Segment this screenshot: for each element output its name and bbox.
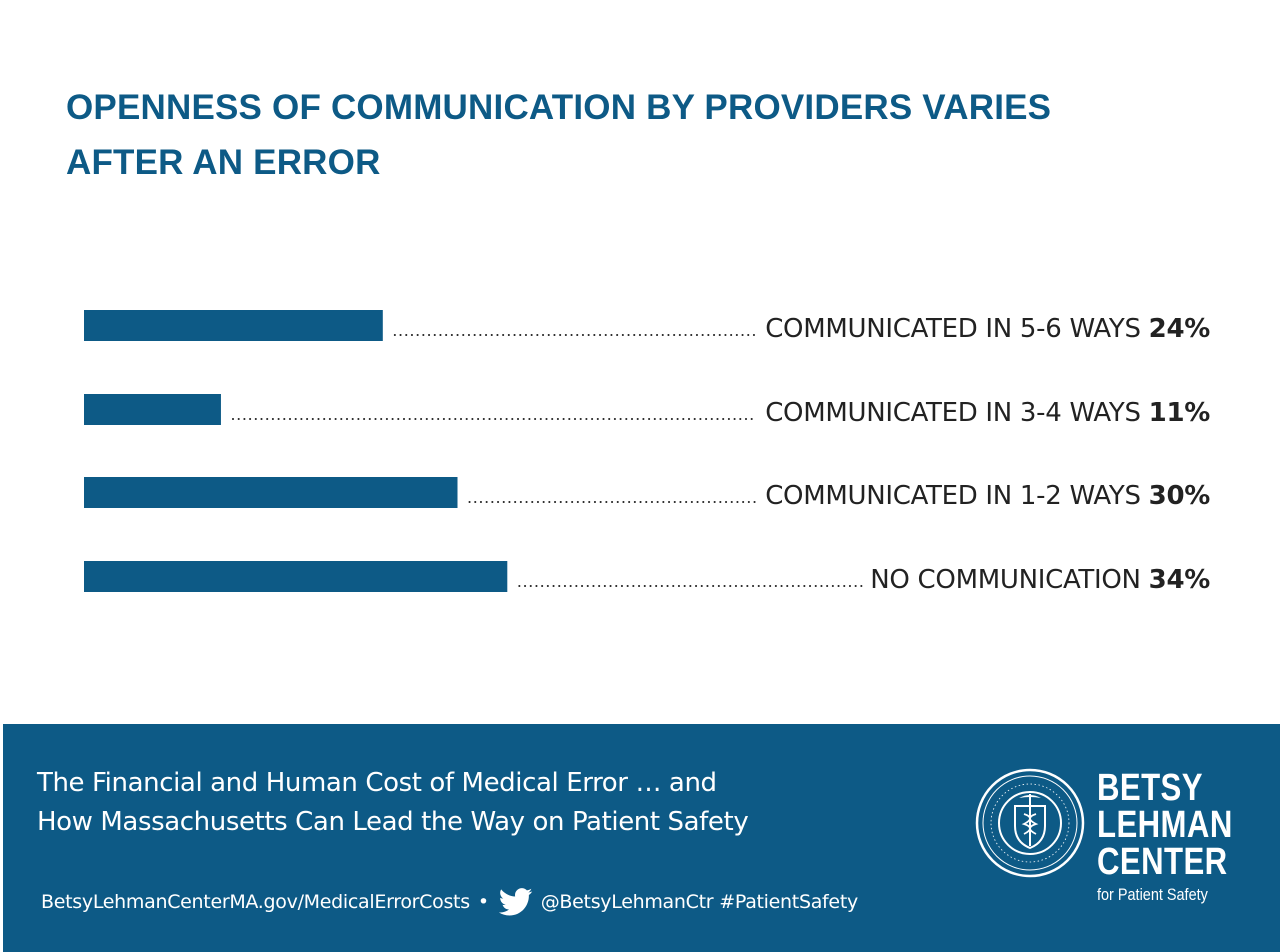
brand-line-3: CENTER — [1097, 844, 1233, 881]
brand-tagline: for Patient Safety — [1097, 885, 1238, 905]
value-label: 11% — [1149, 398, 1211, 428]
bar-chart: COMMUNICATED IN 5-6 WAYS 24%COMMUNICATED… — [0, 0, 1280, 720]
value-label: 30% — [1149, 481, 1211, 511]
report-title-line-1: The Financial and Human Cost of Medical … — [37, 764, 748, 803]
hashtag-link[interactable]: #PatientSafety — [719, 891, 858, 913]
report-title-line-2: How Massachusetts Can Lead the Way on Pa… — [37, 803, 748, 842]
bar-communicated-in-1-2-ways — [84, 477, 458, 508]
brand-line-1: BETSY — [1097, 770, 1233, 807]
value-label: 34% — [1149, 565, 1211, 595]
label-no-communication: NO COMMUNICATION 34% — [870, 565, 1210, 595]
bar-communicated-in-5-6-ways — [84, 310, 383, 341]
website-link[interactable]: BetsyLehmanCenterMA.gov/MedicalErrorCost… — [41, 891, 470, 913]
bar-no-communication — [84, 561, 507, 592]
category-label: COMMUNICATED IN 1-2 WAYS — [765, 481, 1148, 511]
brand-line-2: LEHMAN — [1097, 807, 1233, 844]
report-title: The Financial and Human Cost of Medical … — [37, 764, 748, 842]
category-label: NO COMMUNICATION — [870, 565, 1148, 595]
twitter-bird-icon — [499, 888, 533, 916]
value-label: 24% — [1149, 314, 1211, 344]
category-label: COMMUNICATED IN 5-6 WAYS — [765, 314, 1148, 344]
footer-links: BetsyLehmanCenterMA.gov/MedicalErrorCost… — [41, 884, 858, 920]
label-communicated-in-1-2-ways: COMMUNICATED IN 1-2 WAYS 30% — [765, 481, 1210, 511]
category-label: COMMUNICATED IN 3-4 WAYS — [765, 398, 1148, 428]
massachusetts-seal-icon — [975, 768, 1085, 878]
bar-communicated-in-3-4-ways — [84, 394, 221, 425]
twitter-handle-link[interactable]: @BetsyLehmanCtr — [541, 891, 714, 913]
label-communicated-in-5-6-ways: COMMUNICATED IN 5-6 WAYS 24% — [765, 314, 1210, 344]
footer-banner: The Financial and Human Cost of Medical … — [3, 724, 1280, 952]
separator-bullet: • — [478, 891, 489, 913]
label-communicated-in-3-4-ways: COMMUNICATED IN 3-4 WAYS 11% — [765, 398, 1210, 428]
betsy-lehman-logo: BETSY LEHMAN CENTER for Patient Safety — [1097, 770, 1263, 905]
